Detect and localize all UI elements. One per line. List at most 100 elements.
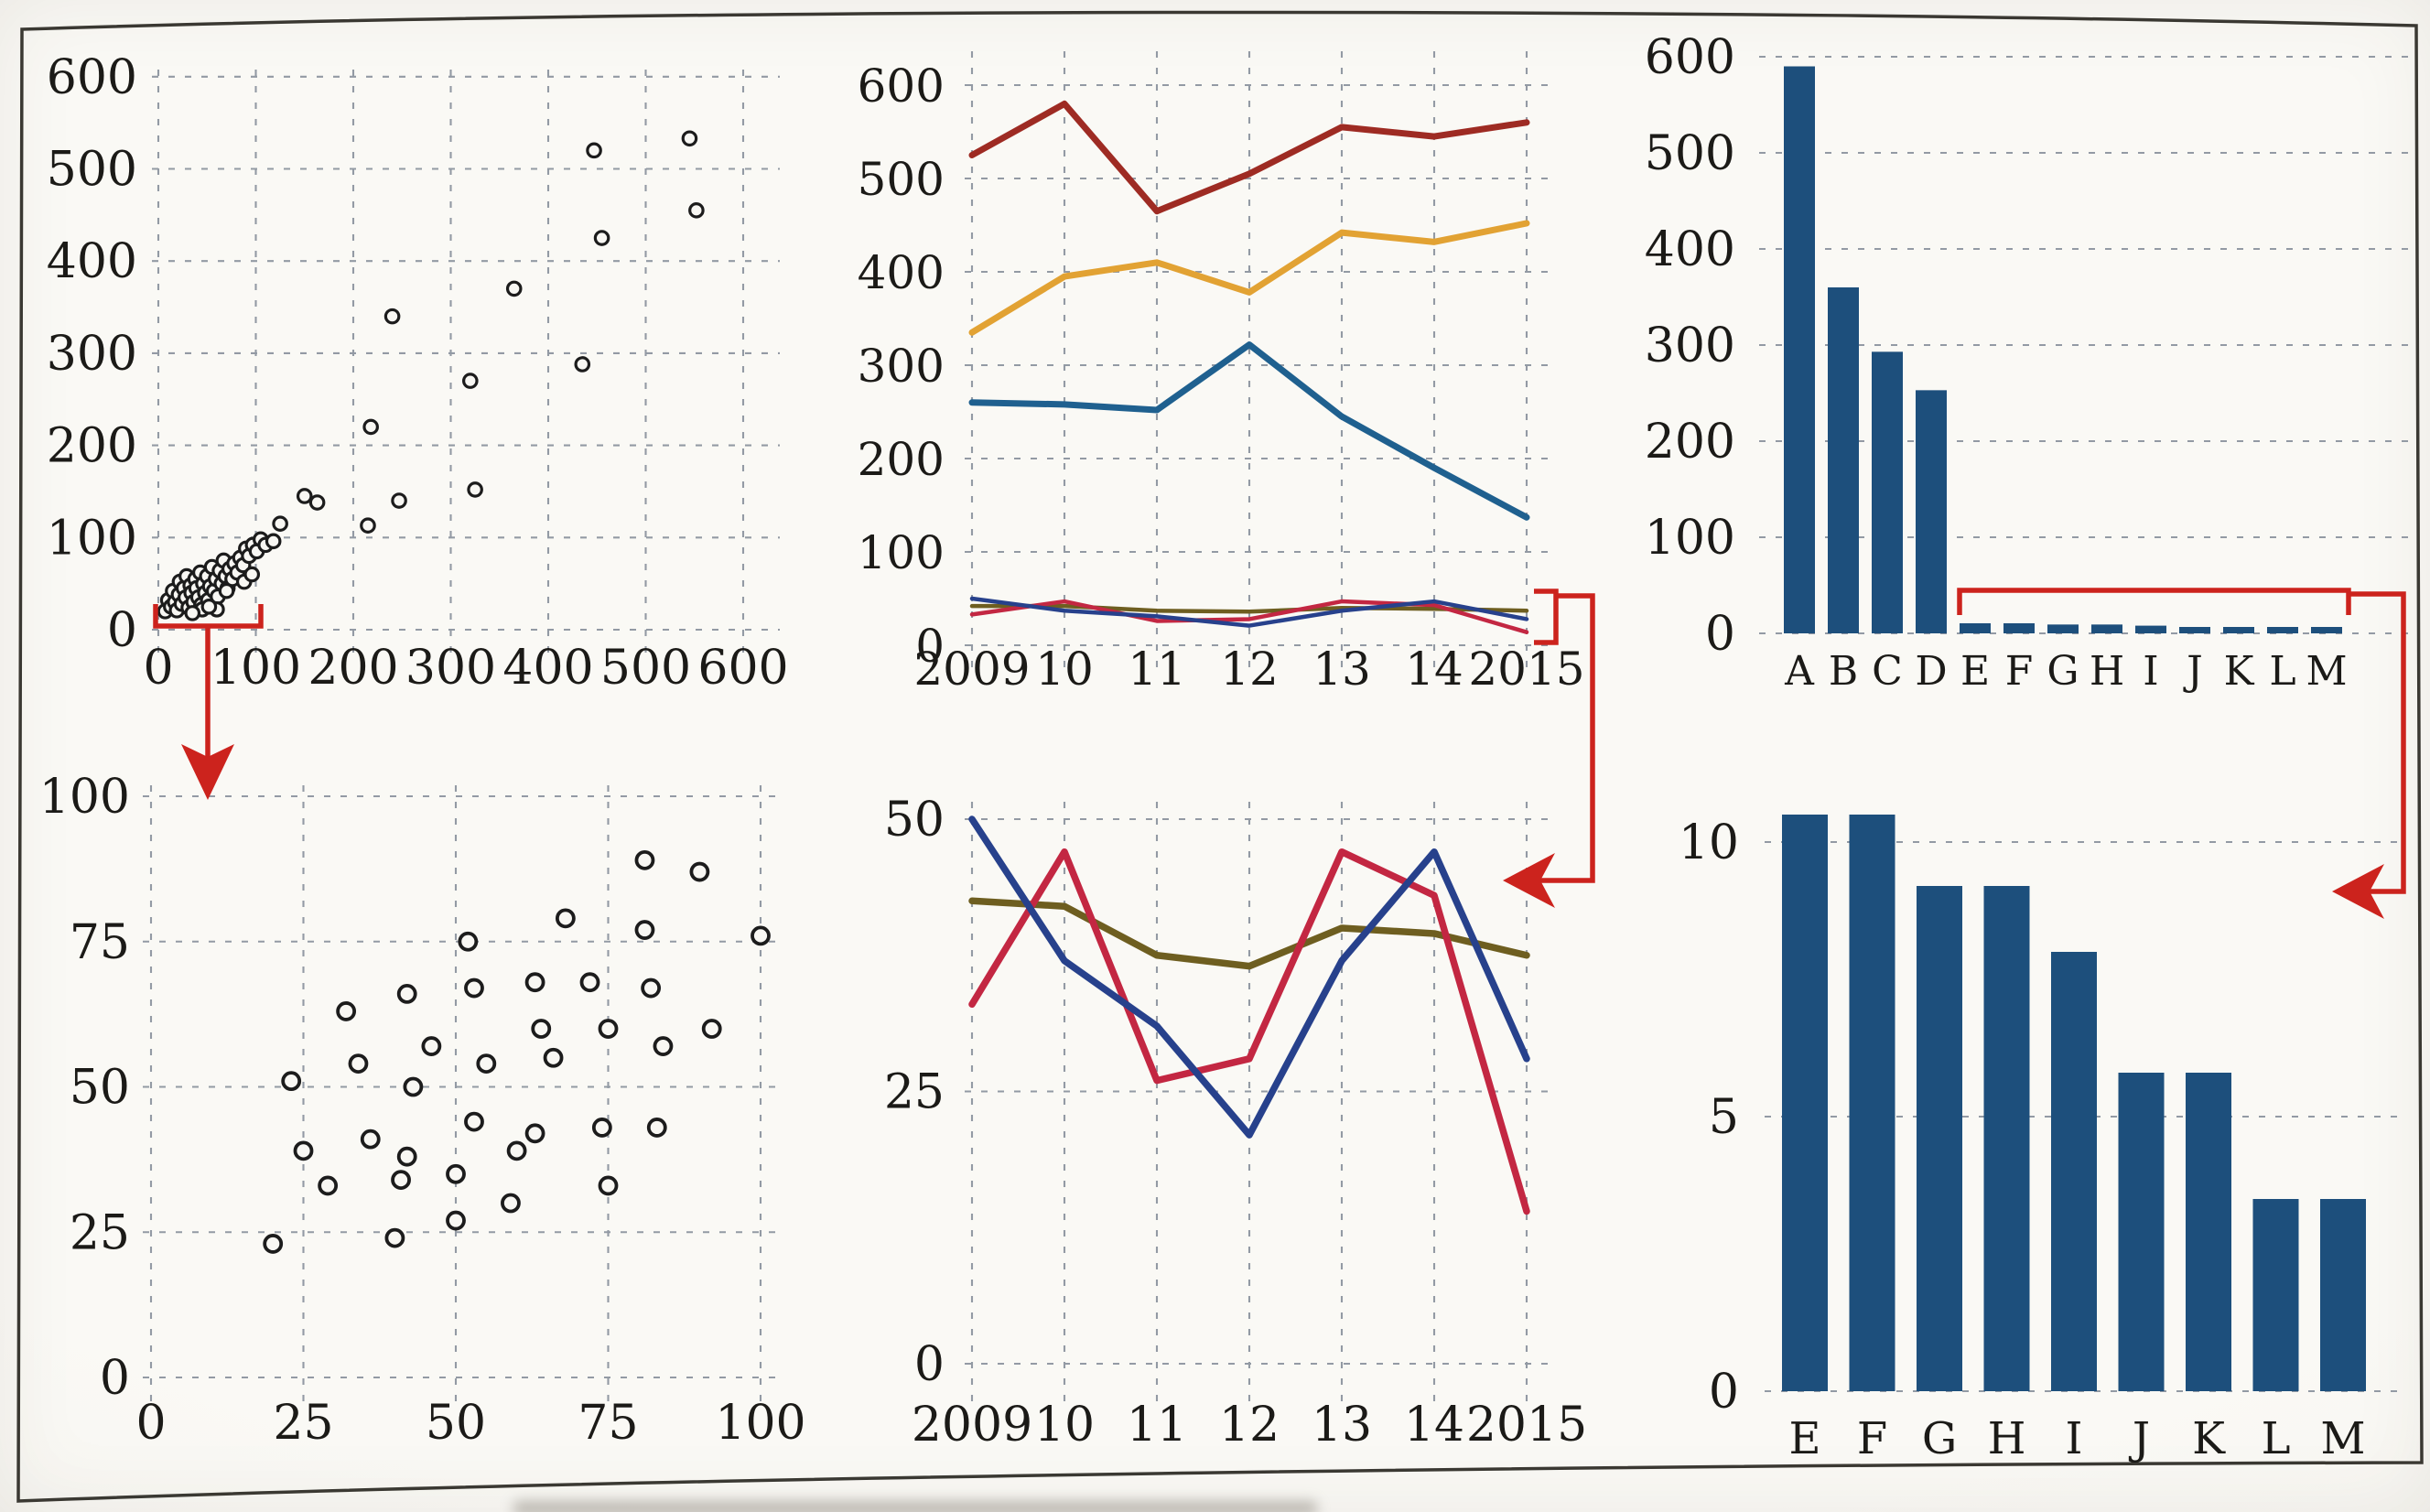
scatter-point (467, 481, 483, 498)
x-tick-label: 10 (1034, 1398, 1095, 1453)
y-tick-label: 200 (858, 433, 945, 486)
scatter-point (598, 1175, 619, 1196)
x-tick-label: 2009 (912, 1398, 1032, 1453)
series-steel-blue (968, 341, 1530, 521)
x-tick-label: 50 (426, 1396, 486, 1451)
y-tick-label: 600 (1645, 30, 1735, 85)
bar-F (2003, 622, 2035, 633)
axis-labels: 0 100 200 300 400 500 600 2009 10 11 12 13 14 2015 (858, 59, 1585, 696)
scatter-point (336, 1001, 357, 1021)
scatter-point (293, 1140, 314, 1161)
y-tick-label: 500 (1645, 126, 1735, 181)
category-label: M (2320, 1413, 2365, 1464)
gridlines (1759, 55, 2414, 635)
x-tick-label: 11 (1128, 643, 1186, 696)
scatter-point (461, 373, 479, 389)
x-tick-label: 2015 (1468, 643, 1584, 696)
axis-labels: 0 25 50 75 100 0 25 50 75 100 (39, 770, 806, 1451)
bar-E (1960, 622, 1991, 633)
x-tick-label: 25 (273, 1396, 333, 1451)
zoom-bracket-right (1957, 588, 2406, 919)
bar-M (2311, 627, 2342, 633)
bar-J (2179, 627, 2210, 633)
y-tick-label: 50 (884, 793, 945, 848)
lines-full-chart: 0 100 200 300 400 500 600 2009 10 11 12 13 14 2015 (858, 51, 1585, 696)
series-crimson (969, 599, 1529, 634)
scatter-point (360, 1129, 381, 1150)
bar-H (1983, 886, 2030, 1391)
x-tick-label: 14 (1405, 643, 1463, 696)
scatter-point (464, 977, 484, 999)
y-tick-label: 400 (47, 234, 137, 289)
y-tick-label: 100 (47, 511, 137, 566)
scatter-point (403, 1076, 424, 1097)
line-series (968, 815, 1530, 1215)
category-label: M (2306, 648, 2347, 695)
series-crimson (968, 848, 1530, 1215)
scatter-point (318, 1175, 339, 1196)
scatter-point (524, 1123, 545, 1144)
axis-labels: 0 25 50 2009 10 11 12 13 14 2015 (884, 793, 1587, 1453)
category-label: E (1788, 1413, 1820, 1464)
x-tick-label: 100 (715, 1396, 805, 1451)
category-label: K (2224, 648, 2255, 695)
y-tick-label: 500 (47, 143, 137, 198)
y-tick-label: 0 (107, 603, 137, 658)
category-label: G (2047, 648, 2079, 695)
axis-labels: 0 100 200 300 400 500 600 A B C D E F G H I J K L M (1645, 30, 2348, 695)
x-tick-label: 0 (143, 641, 173, 696)
scatter-point (384, 1227, 405, 1248)
series-navy (969, 596, 1529, 628)
bars-full-chart: 0 100 200 300 400 500 600 A B C D E F G H I J K L M (1645, 30, 2414, 695)
category-label: E (1960, 648, 1990, 695)
x-tick-label: 400 (502, 641, 593, 696)
zoom-bracket-middle (1503, 589, 1595, 908)
y-tick-label: 50 (70, 1061, 130, 1116)
scatter-point (383, 308, 401, 325)
x-tick-label: 300 (405, 641, 496, 696)
scatter-point (543, 1047, 564, 1068)
gridlines (143, 785, 783, 1408)
bars (1784, 66, 2342, 633)
scatter-point (586, 142, 602, 159)
scatter-point (348, 1053, 369, 1074)
y-tick-label: 100 (39, 770, 130, 825)
scatter-point (501, 1193, 521, 1214)
scatter-point (681, 130, 698, 147)
x-tick-label: 10 (1035, 643, 1094, 696)
scatter-point (506, 1140, 527, 1161)
y-tick-label: 600 (858, 59, 945, 113)
scatter-point (396, 1146, 417, 1167)
scatter-point (689, 861, 710, 882)
scatter-zoom-chart: 0 25 50 75 100 0 25 50 75 100 (39, 770, 806, 1451)
scatter-point (446, 1163, 466, 1184)
scatter-point (598, 1019, 619, 1039)
category-label: L (2269, 648, 2295, 695)
x-tick-label: 2015 (1466, 1398, 1587, 1453)
category-label: C (1872, 648, 1903, 695)
scatter-point (531, 1019, 552, 1039)
x-tick-label: 13 (1312, 1398, 1372, 1453)
scatter-point (593, 230, 610, 246)
category-label: B (1829, 648, 1858, 695)
bar-J (2118, 1073, 2165, 1391)
y-tick-label: 0 (914, 1337, 945, 1392)
scatter-point (476, 1053, 497, 1074)
gridlines (152, 70, 780, 657)
scatter-point (505, 280, 523, 297)
category-label: A (1784, 648, 1815, 695)
line-series (968, 100, 1530, 634)
category-label: J (2183, 648, 2203, 695)
scatter-point (265, 533, 282, 550)
scatter-point (218, 582, 235, 599)
bar-E (1782, 815, 1828, 1391)
y-tick-label: 100 (1645, 511, 1735, 566)
bar-G (1917, 886, 1962, 1391)
gridlines (965, 802, 1554, 1409)
scatter-point (634, 849, 655, 870)
x-tick-label: 75 (578, 1396, 638, 1451)
y-tick-label: 200 (47, 419, 137, 474)
